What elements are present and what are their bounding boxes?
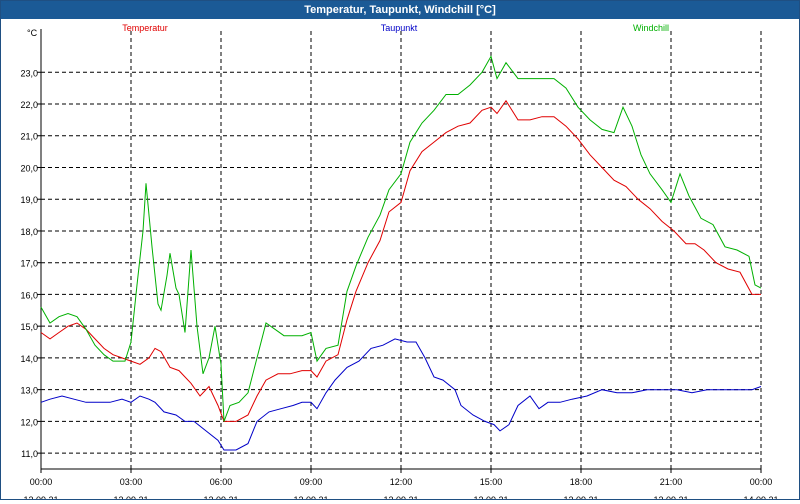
series-line-taupunkt (40, 338, 762, 451)
x-tick-label-date: 13.09.21 (23, 495, 58, 499)
x-tick-label-time: 06:00 (210, 477, 233, 487)
y-tick-label: 15,0 (20, 322, 38, 332)
x-tick-label-time: 12:00 (390, 477, 413, 487)
x-tick-label-time: 21:00 (660, 477, 683, 487)
y-tick-label: 11,0 (21, 449, 38, 459)
legend-entry-taupunkt: Taupunkt (381, 23, 418, 33)
series-line-temperatur (40, 99, 761, 422)
series-line-windchill (40, 55, 762, 422)
y-tick-label: 20,0 (20, 163, 38, 173)
line-chart: 11,0 12,0 13,0 14,0 15,0 16,0 17,0 18,0 19,0 20,0… (20, 23, 778, 504)
x-tick-label-time: 00:00 (30, 477, 53, 487)
y-tick-label: 17,0 (20, 259, 38, 269)
y-tick-label: 18,0 (20, 227, 38, 237)
y-tick-label: 22,0 (20, 100, 38, 110)
x-tick-label-date: 13.09.21 (293, 495, 328, 499)
y-tick-label: 19,0 (20, 195, 38, 205)
plot-area: 11,0 12,0 13,0 14,0 15,0 16,0 17,0 18,0 19,0 20,0… (1, 19, 799, 504)
y-tick-label: 16,0 (20, 290, 38, 300)
x-tick-label-time: 00:00 (750, 477, 773, 487)
y-tick-label: 14,0 (20, 354, 38, 364)
x-tick-label-date: 13.09.21 (113, 495, 148, 499)
y-tick-label: 13,0 (20, 386, 38, 396)
y-axis-label: °C (27, 28, 38, 38)
x-tick-label-time: 09:00 (300, 477, 323, 487)
x-tick-label-time: 03:00 (120, 477, 143, 487)
x-tick-label-time: 15:00 (480, 477, 503, 487)
y-tick-label: 12,0 (20, 417, 38, 427)
x-tick-label-time: 18:00 (570, 477, 593, 487)
legend-entry-windchill: Windchill (633, 23, 669, 33)
x-tick-label-date: 13.09.21 (473, 495, 508, 499)
x-tick-label-date: 13.09.21 (383, 495, 418, 499)
x-tick-label-date: 13.09.21 (653, 495, 688, 499)
window-title: Temperatur, Taupunkt, Windchill [°C] (1, 1, 799, 19)
x-tick-label-date: 14.09.21 (743, 495, 778, 499)
x-tick-label-date: 13.09.21 (563, 495, 598, 499)
legend-entry-temperatur: Temperatur (122, 23, 168, 33)
y-tick-label: 21,0 (20, 132, 38, 142)
y-tick-label: 23,0 (20, 68, 38, 78)
x-tick-label-date: 13.09.21 (203, 495, 238, 499)
